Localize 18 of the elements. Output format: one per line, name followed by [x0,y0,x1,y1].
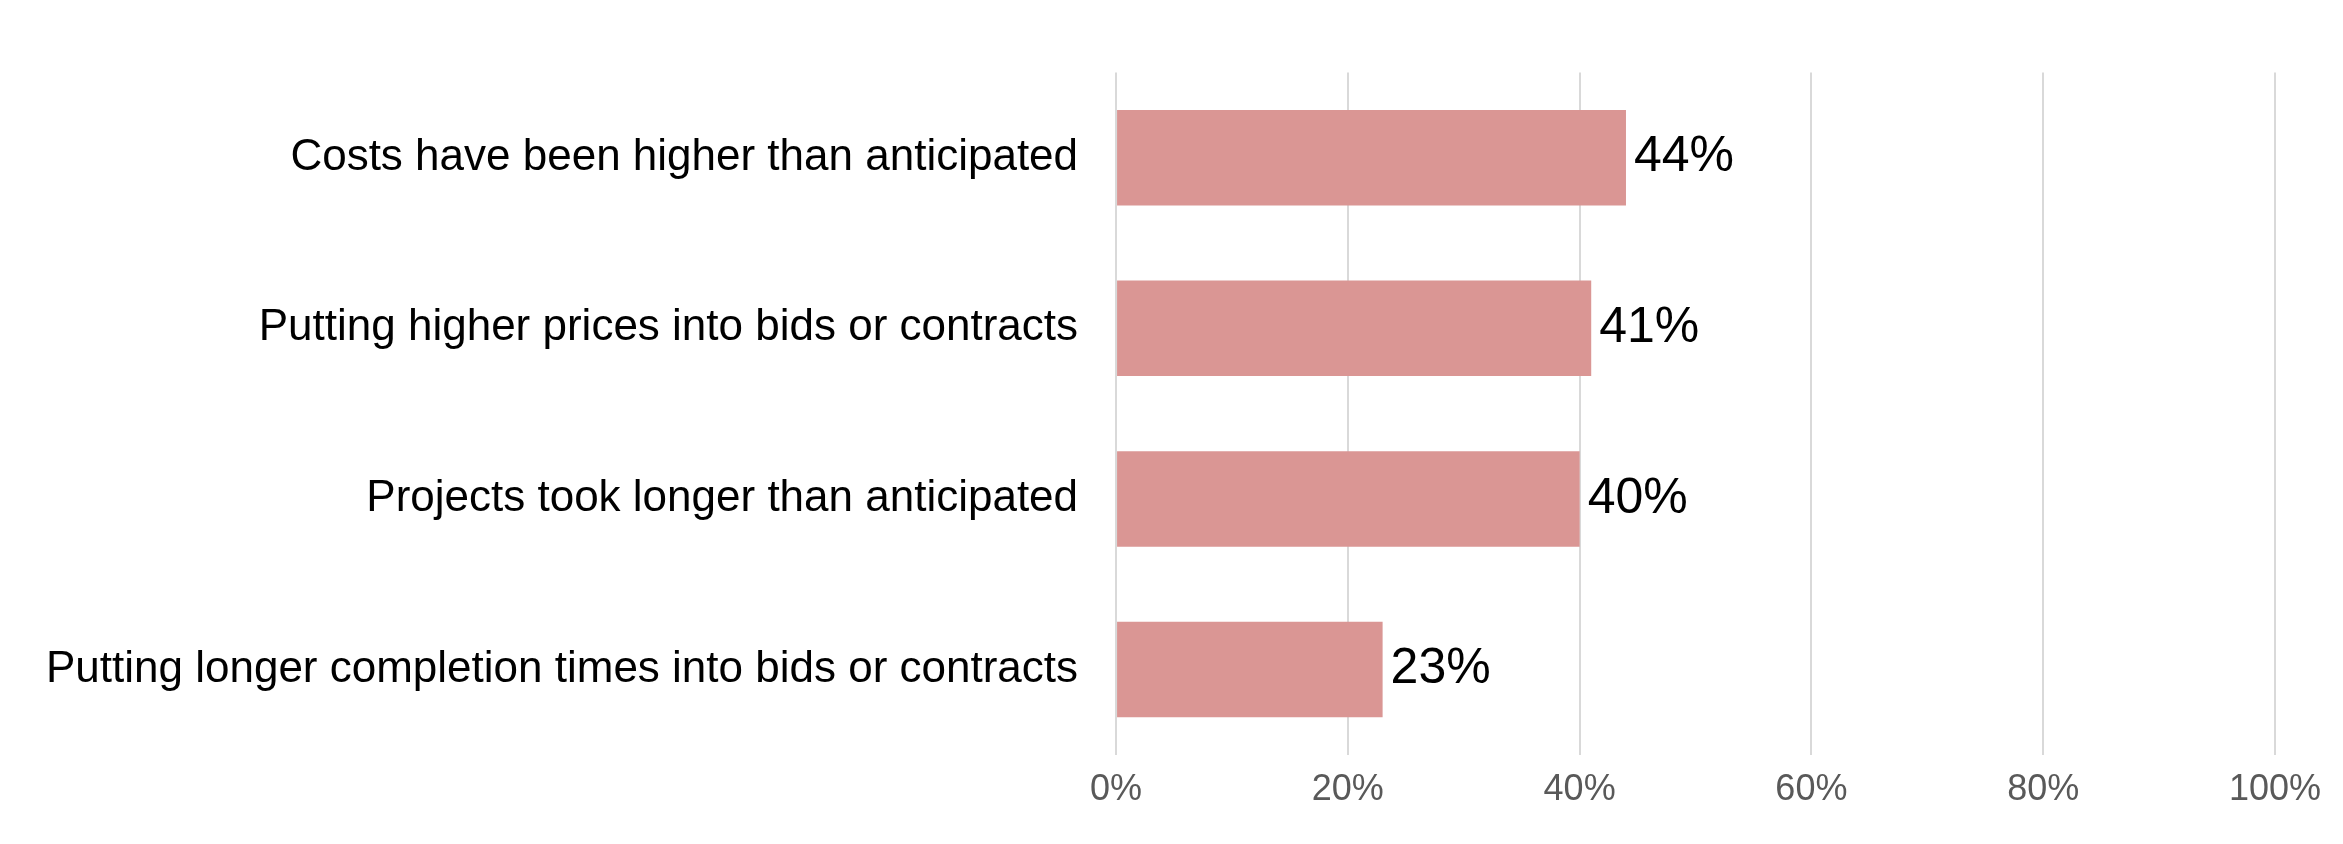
data-label: 23% [1390,638,1491,695]
x-tick-label: 20% [1311,767,1384,809]
bar [1117,280,1592,377]
y-tick-label: Costs have been higher than anticipated [290,129,1079,179]
y-tick-label: Putting longer completion times into bids or contracts [45,641,1079,691]
bar [1117,621,1383,718]
x-tick-label: 60% [1775,767,1848,809]
data-label: 40% [1587,467,1688,524]
x-tick-label: 80% [2007,767,2080,809]
y-tick-label: Projects took longer than anticipated [366,471,1079,521]
bar [1117,109,1626,206]
x-tick-label: 0% [1090,767,1143,809]
bar [1117,451,1580,547]
x-tick-label: 40% [1543,767,1616,809]
x-tick-label: 100% [2228,767,2321,809]
data-label: 41% [1599,297,1700,354]
data-label: 44% [1633,126,1735,183]
y-tick-label: Putting higher prices into bids or contracts [258,300,1079,350]
